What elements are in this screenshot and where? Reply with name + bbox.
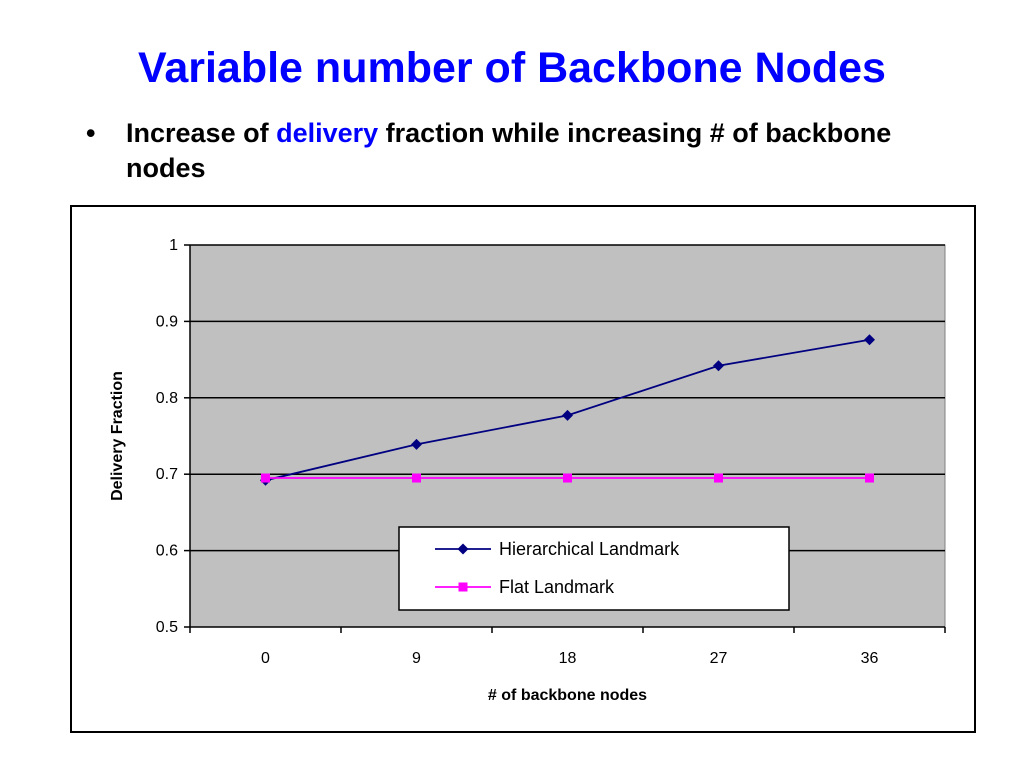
chart-legend: Hierarchical Landmark Flat Landmark [398, 526, 790, 611]
x-tick-label: 9 [412, 650, 421, 667]
data-point [864, 334, 875, 346]
data-point [562, 409, 573, 421]
series-layer [260, 334, 875, 486]
chart-frame: 0.5 0.6 0.7 0.8 0.9 1 0 9 18 27 36 # of backbone n… [70, 205, 976, 733]
axes: 0.5 0.6 0.7 0.8 0.9 1 0 9 18 27 36 [156, 237, 946, 667]
y-tick-label: 0.9 [156, 313, 178, 330]
bullet-text-before: Increase of [126, 118, 277, 148]
data-point [713, 360, 724, 372]
y-tick-label: 0.8 [156, 390, 178, 407]
x-tick-label: 27 [710, 650, 728, 667]
x-axis-title: # of backbone nodes [488, 687, 647, 704]
bullet-text-after: fraction while increasing # of backbone … [126, 118, 892, 183]
legend-box [398, 526, 790, 611]
y-axis-title: Delivery Fraction [109, 371, 126, 501]
legend-label: Hierarchical Landmark [499, 539, 680, 559]
data-point [412, 473, 421, 483]
data-point [411, 438, 422, 450]
x-tick-label: 18 [559, 650, 577, 667]
y-tick-label: 1 [169, 237, 178, 254]
bullet-text-highlight: delivery [276, 118, 379, 148]
y-tick-label: 0.5 [156, 619, 178, 636]
legend-marker [457, 543, 469, 555]
data-point [865, 473, 874, 483]
bullet-text: Increase of delivery fraction while incr… [126, 116, 966, 186]
y-tick-label: 0.7 [156, 466, 178, 483]
x-tick-label: 0 [261, 650, 270, 667]
legend-item: Hierarchical Landmark [435, 539, 680, 559]
bullet-point: • Increase of delivery fraction while in… [86, 116, 966, 186]
delivery-fraction-chart: 0.5 0.6 0.7 0.8 0.9 1 0 9 18 27 36 # of backbone n… [109, 237, 946, 704]
legend-marker [458, 582, 468, 592]
legend-label: Flat Landmark [499, 577, 615, 597]
slide-title: Variable number of Backbone Nodes [138, 44, 886, 92]
x-tick-label: 36 [861, 650, 879, 667]
series-flat-landmark [261, 473, 874, 483]
legend-item: Flat Landmark [435, 577, 615, 597]
data-point [714, 473, 723, 483]
data-point [261, 473, 270, 483]
data-point [563, 473, 572, 483]
y-tick-label: 0.6 [156, 543, 178, 560]
bullet-symbol: • [86, 118, 96, 148]
